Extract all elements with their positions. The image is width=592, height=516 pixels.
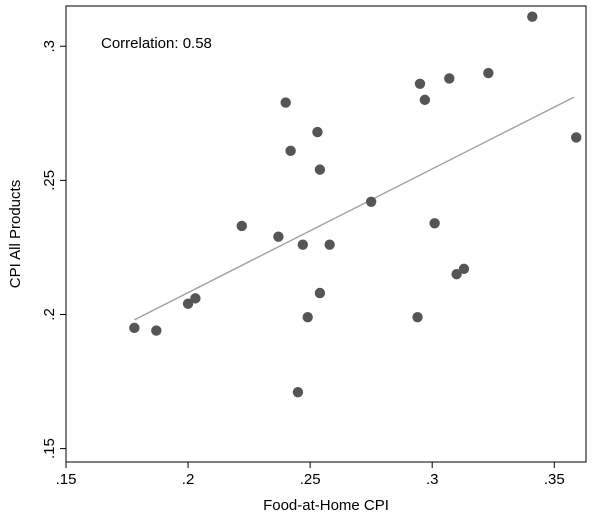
y-axis: .15 .2 .25 .3 <box>41 40 66 459</box>
data-point <box>324 239 335 250</box>
x-axis: .15 .2 .25 .3 .35 <box>56 462 565 488</box>
x-tick-label: .25 <box>300 471 321 488</box>
data-point <box>302 311 313 323</box>
data-point <box>280 97 291 108</box>
data-point <box>129 322 140 334</box>
y-tick-label: .2 <box>41 308 58 321</box>
data-point <box>190 293 201 304</box>
data-point <box>365 196 377 208</box>
data-point <box>151 325 162 336</box>
data-point <box>444 73 455 84</box>
plot-frame <box>65 5 587 463</box>
fit-line <box>134 96 575 321</box>
data-point <box>236 220 247 232</box>
data-point <box>429 218 440 229</box>
data-point <box>483 67 494 79</box>
data-point <box>312 126 323 138</box>
data-point <box>451 269 462 280</box>
data-point <box>571 132 582 143</box>
data-point <box>414 78 426 89</box>
y-tick-label: .15 <box>41 438 58 459</box>
x-tick-label: .3 <box>426 471 439 488</box>
fit-line-layer <box>134 96 575 321</box>
x-tick-label: .15 <box>56 471 77 488</box>
correlation-annotation: Correlation: 0.58 <box>101 35 212 52</box>
x-tick-label: .2 <box>182 471 195 488</box>
data-point <box>182 298 194 309</box>
data-point <box>527 11 538 22</box>
data-point <box>292 387 304 398</box>
data-point <box>297 239 309 250</box>
data-point <box>314 164 326 175</box>
y-tick-label: .25 <box>41 170 58 191</box>
x-tick-label: .35 <box>544 471 565 488</box>
data-point <box>412 311 423 323</box>
data-point <box>314 287 326 299</box>
x-axis-title: Food-at-Home CPI <box>263 497 389 514</box>
data-point <box>458 263 470 275</box>
y-axis-title: CPI All Products <box>7 180 24 288</box>
y-tick-label: .3 <box>41 40 58 53</box>
data-point <box>285 145 296 157</box>
data-point <box>273 231 284 242</box>
points-layer <box>129 11 582 398</box>
data-point <box>419 94 431 106</box>
